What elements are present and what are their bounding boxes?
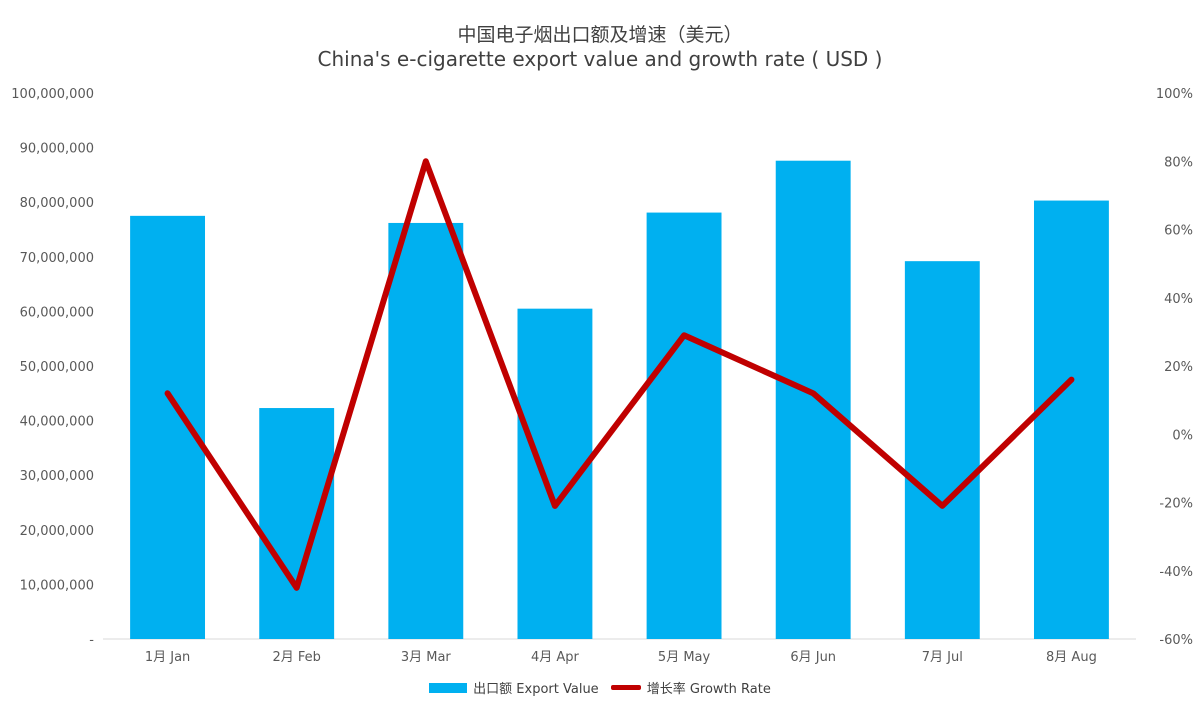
growth-rate-line [164, 158, 1075, 591]
legend-item-export-value: 出口额 Export Value [429, 678, 599, 697]
y-right-tick-label: 60% [1164, 224, 1193, 239]
y-left-tick-label: 70,000,000 [20, 251, 94, 266]
y-right-tick-label: 20% [1164, 360, 1193, 375]
chart-title: 中国电子烟出口额及增速（美元） [457, 24, 743, 46]
x-tick-label: 6月 Jun [790, 650, 836, 665]
x-tick-label: 7月 Jul [922, 650, 963, 665]
y-right-tick-label: -40% [1159, 565, 1193, 580]
growth-rate-point [683, 334, 686, 337]
y-left-tick-label: 20,000,000 [20, 524, 94, 539]
y-right-tick-label: 40% [1164, 292, 1193, 307]
bar [904, 261, 980, 639]
y-right-tick-label: 0% [1172, 428, 1193, 443]
x-tick-label: 3月 Mar [401, 650, 452, 665]
y-left-tick-label: 50,000,000 [20, 360, 94, 375]
growth-rate-point [424, 160, 427, 163]
y-left-tick-label: 10,000,000 [20, 578, 94, 593]
growth-rate-point [166, 392, 169, 395]
bar [646, 212, 722, 639]
growth-rate-point [941, 504, 944, 507]
y-right-tick-label: -60% [1159, 633, 1193, 648]
x-tick-label: 4月 Apr [531, 650, 580, 665]
legend-swatch-line [610, 685, 641, 690]
bar [388, 222, 464, 639]
bar [1033, 200, 1109, 639]
legend-label-growth-rate: 增长率 Growth Rate [646, 682, 771, 697]
y-left-tick-label: 30,000,000 [20, 469, 94, 484]
x-tick-label: 8月 Aug [1046, 650, 1097, 665]
y-left-tick-label: 60,000,000 [20, 305, 94, 320]
growth-rate-point [295, 586, 298, 589]
y-right-tick-label: 100% [1156, 87, 1193, 102]
y-left-tick-label: 100,000,000 [11, 87, 94, 102]
y-left-tick-label: - [89, 633, 94, 648]
chart-subtitle: China's e-cigarette export value and gro… [317, 47, 883, 71]
y-left-tick-label: 90,000,000 [20, 142, 94, 157]
x-tick-label: 5月 May [658, 650, 711, 665]
y-right-tick-label: -20% [1159, 497, 1193, 512]
bar [259, 408, 335, 639]
chart-legend: 出口额 Export Value 增长率 Growth Rate [0, 678, 1200, 697]
y-right-tick-label: 80% [1164, 155, 1193, 170]
bar [775, 160, 851, 640]
legend-label-export-value: 出口额 Export Value [473, 682, 599, 697]
legend-swatch-bar [429, 682, 468, 693]
x-tick-label: 2月 Feb [272, 650, 320, 665]
legend-item-growth-rate: 增长率 Growth Rate [610, 678, 771, 697]
y-left-tick-label: 80,000,000 [20, 196, 94, 211]
growth-rate-point [1070, 378, 1073, 381]
growth-rate-point [812, 392, 815, 395]
y-left-tick-label: 40,000,000 [20, 415, 94, 430]
growth-rate-point [553, 504, 556, 507]
x-tick-label: 1月 Jan [145, 650, 190, 665]
